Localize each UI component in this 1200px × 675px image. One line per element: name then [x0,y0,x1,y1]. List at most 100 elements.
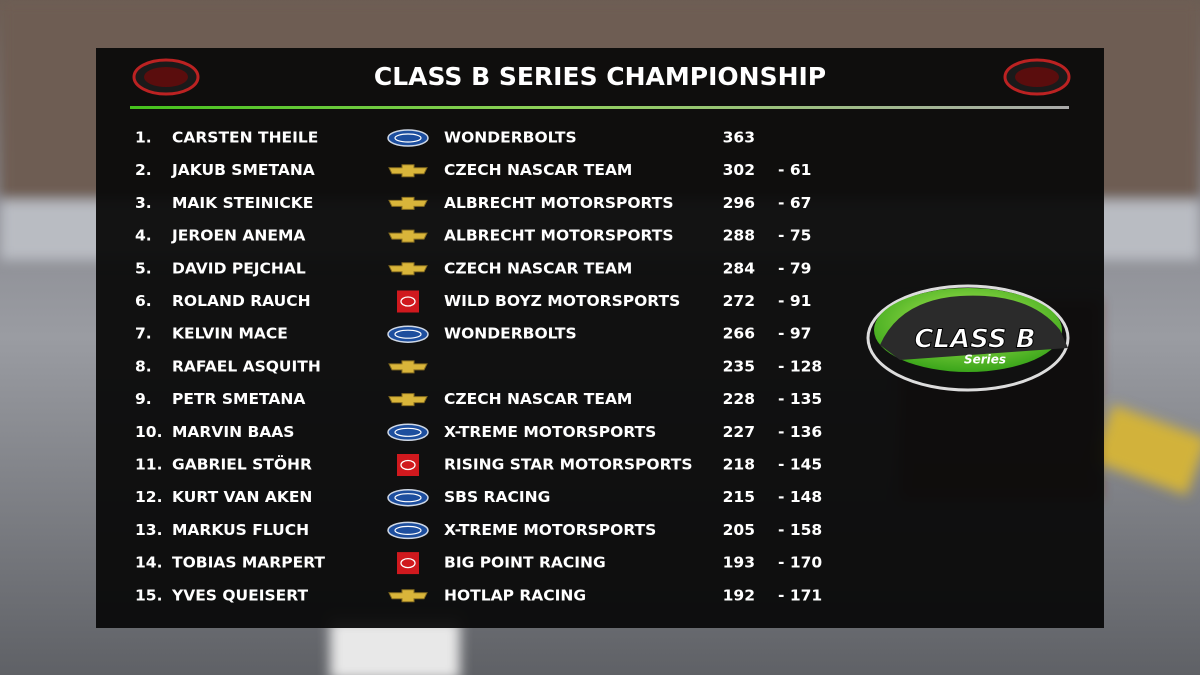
position: 7. [135,325,152,343]
toyota-logo [397,290,419,313]
series-logo-right [1003,58,1071,96]
toyota-logo [397,552,419,575]
ford-logo-inner [394,133,422,143]
points-gap: - 148 [778,488,822,506]
chevrolet-logo [388,262,428,276]
chevrolet-logo [388,393,428,407]
team-name: SBS RACING [444,488,550,506]
position: 6. [135,292,152,310]
points-gap: - 67 [778,194,811,212]
points-gap: - 61 [778,161,811,179]
standings-row: 9. PETR SMETANA CZECH NASCAR TEAM 228 - 135 [135,390,822,408]
points-gap: - 136 [778,423,822,441]
points-gap: - 75 [778,227,811,245]
points-gap: - 158 [778,521,822,539]
points: 266 [723,325,755,343]
points: 296 [723,194,755,212]
standings-row: 7. KELVIN MACE WONDERBOLTS 266 - 97 [135,325,811,343]
standings-row: 12. KURT VAN AKEN SBS RACING 215 - 148 [135,488,822,507]
driver-name: GABRIEL STÖHR [172,455,312,474]
points-gap: - 145 [778,456,822,474]
ford-logo [387,129,429,147]
position: 4. [135,227,152,245]
team-name: CZECH NASCAR TEAM [444,390,632,408]
driver-name: MAIK STEINICKE [172,194,313,212]
position: 10. [135,423,162,441]
ford-logo-inner [394,427,422,437]
points: 228 [723,390,755,408]
ford-logo [387,325,429,343]
points: 284 [723,259,756,277]
chevrolet-logo [388,196,428,210]
position: 2. [135,161,152,179]
points: 227 [723,423,755,441]
driver-name: YVES QUEISERT [171,586,308,604]
standings-row: 10. MARVIN BAAS X-TREME MOTORSPORTS 227 - 13… [135,423,822,442]
driver-name: CARSTEN THEILE [172,129,318,147]
title-rule [130,106,1069,109]
team-name: X-TREME MOTORSPORTS [444,521,656,539]
title: CLASS B SERIES CHAMPIONSHIP [374,62,826,91]
team-name: BIG POINT RACING [444,554,606,572]
points-gap: - 97 [778,325,811,343]
series-logo-left [132,58,200,96]
ford-logo [387,423,429,442]
badge-text: CLASS B [914,325,1035,355]
class-badge: CLASS B Series [866,284,1070,392]
standings-row: 4. JEROEN ANEMA ALBRECHT MOTORSPORTS 288 - 7… [135,227,811,245]
driver-name: KELVIN MACE [172,325,288,343]
points: 205 [723,521,755,539]
team-name: WONDERBOLTS [444,325,577,343]
chevrolet-logo [388,164,428,178]
team-name: WILD BOYZ MOTORSPORTS [444,292,680,310]
standings-row: 11. GABRIEL STÖHR RISING STAR MOTORSPORTS 2… [135,454,822,476]
points: 288 [723,227,755,245]
team-name: RISING STAR MOTORSPORTS [444,456,693,474]
position: 5. [135,259,152,277]
points-gap: - 91 [778,292,811,310]
toyota-logo-mark [400,296,416,307]
points: 192 [723,586,755,604]
team-name: ALBRECHT MOTORSPORTS [444,194,674,212]
standings-table: 1. CARSTEN THEILE WONDERBOLTS 363 2. JAKUB SM… [135,129,822,605]
position: 11. [135,456,162,474]
position: 9. [135,390,152,408]
chevrolet-logo [388,589,428,603]
ford-logo-inner [394,525,422,536]
team-name: HOTLAP RACING [444,586,586,604]
driver-name: MARVIN BAAS [172,423,294,441]
chevrolet-logo [388,229,428,243]
toyota-logo-mark [400,557,416,569]
team-name: CZECH NASCAR TEAM [444,259,632,277]
driver-name: MARKUS FLUCH [172,521,309,539]
position: 12. [135,488,162,506]
standings-row: 3. MAIK STEINICKE ALBRECHT MOTORSPORTS 296 -… [135,194,811,212]
standings-row: 14. TOBIAS MARPERT BIG POINT RACING 193 - 17… [135,552,822,575]
driver-name: JAKUB SMETANA [171,161,315,179]
points-gap: - 170 [778,554,822,572]
standings-row: 2. JAKUB SMETANA CZECH NASCAR TEAM 302 - 61 [135,161,811,179]
points: 363 [723,129,755,147]
position: 1. [135,129,152,147]
team-name: WONDERBOLTS [444,129,577,147]
driver-name: ROLAND RAUCH [172,292,311,310]
points: 215 [723,488,755,506]
position: 8. [135,357,152,375]
driver-name: RAFAEL ASQUITH [172,357,321,375]
driver-name: KURT VAN AKEN [172,488,312,506]
points: 272 [723,292,755,310]
standings-row: 15. YVES QUEISERT HOTLAP RACING 192 - 171 [135,586,822,604]
standings-row: 5. DAVID PEJCHAL CZECH NASCAR TEAM 284 - 79 [135,259,811,277]
position: 3. [135,194,152,212]
position: 15. [135,586,162,604]
standings-row: 1. CARSTEN THEILE WONDERBOLTS 363 [135,129,755,147]
points-gap: - 135 [778,390,822,408]
driver-name: DAVID PEJCHAL [172,259,306,277]
ford-logo-inner [394,329,422,339]
badge-subtitle: Series [964,353,1006,367]
points: 193 [723,554,755,572]
team-name: ALBRECHT MOTORSPORTS [444,227,674,245]
team-name: CZECH NASCAR TEAM [444,161,632,179]
chevrolet-logo [388,360,428,374]
